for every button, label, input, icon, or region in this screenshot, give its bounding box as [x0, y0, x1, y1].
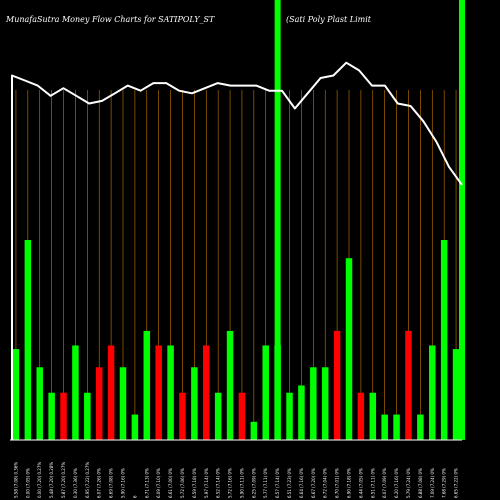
highlight-column	[459, 0, 465, 440]
volume-bar	[262, 345, 269, 440]
x-tick-label: 6.70 (7.01) 0%	[335, 468, 340, 498]
volume-bar	[440, 240, 448, 440]
volume-bar	[179, 392, 186, 440]
x-tick-labels: 5.58 (7.08) 0.36% 0.00 (7.05) 0% 0.00 (7.2…	[13, 462, 458, 498]
x-tick-label: 6.67 (7.20) 0%	[311, 468, 316, 498]
x-tick-label: 5.90 (7.16) 0%	[121, 468, 126, 498]
volume-bar	[191, 367, 198, 440]
x-tick-label: 6.72 (7.04) 0%	[323, 468, 328, 498]
x-tick-label: 6.57 (7.14) 0%	[275, 468, 280, 498]
x-tick-label: 6.07 (7.26) 0%	[97, 468, 102, 498]
volume-bar	[60, 392, 67, 440]
x-tick-label: 5.97 (7.14) 0%	[204, 468, 209, 498]
x-tick-label: 6	[132, 495, 137, 498]
volume-bar	[286, 392, 293, 440]
x-tick-label: 0.30 (7.36) 0%	[73, 468, 78, 498]
volume-bar	[131, 414, 139, 440]
volume-bar	[369, 392, 377, 440]
highlight-column	[274, 0, 281, 440]
volume-bar	[48, 392, 55, 440]
x-tick-label: 5.72 (7.16) 0%	[228, 468, 233, 498]
volume-bar	[333, 330, 341, 440]
volume-bar	[429, 345, 436, 440]
volume-bar	[321, 367, 329, 440]
volume-bar	[274, 345, 281, 440]
volume-bar	[107, 345, 115, 440]
volume-bar	[298, 385, 305, 440]
x-tick-label: 6.52 (7.14) 0%	[216, 468, 221, 498]
x-tick-label: 6.64 (7.16) 0%	[299, 468, 304, 498]
volume-bar	[119, 367, 127, 440]
x-tick-label: 6.44 (7.05) 0%	[358, 468, 363, 498]
x-tick-label: 5.79 (7.24) 0%	[406, 468, 411, 498]
x-tick-label: 6.88 (7.08) 0%	[418, 468, 423, 498]
volume-bar	[24, 240, 32, 440]
x-tick-label: 7.68 (7.29) 0%	[442, 468, 447, 498]
volume-bar	[250, 421, 258, 440]
x-tick-label: 6.95 (7.22) 0.27%	[85, 462, 90, 498]
x-tick-label: 5.87 (7.20) 0.27%	[61, 462, 66, 498]
volume-bar	[143, 330, 151, 440]
volume-bar	[214, 392, 222, 440]
volume-bar	[345, 258, 353, 440]
volume-bar	[36, 367, 43, 440]
volume-bar	[95, 367, 103, 440]
volume-bar	[167, 345, 174, 440]
x-tick-label: 6.59 (7.18) 0%	[192, 468, 197, 498]
highlight-columns	[274, 0, 465, 440]
volume-bar	[405, 330, 412, 440]
volume-bar	[84, 392, 91, 440]
x-tick-label: 6.65 (7.22) 0%	[454, 468, 459, 498]
volume-bar	[12, 349, 20, 440]
x-tick-label: 6.20 (7.16) 0%	[394, 468, 399, 498]
volume-bar	[72, 345, 79, 440]
volume-bar	[155, 345, 162, 440]
x-tick-label: 6.61 (7.00) 0%	[168, 468, 173, 498]
volume-bar	[381, 414, 388, 440]
chart-subtitle: (Sati Poly Plast Limit	[286, 15, 372, 24]
x-tick-label: 6.09 (7.10) 0%	[156, 468, 161, 498]
x-tick-label: 6.71 (7.13) 0%	[144, 468, 149, 498]
volume-bar	[310, 367, 317, 440]
x-tick-label: 6.51 (7.23) 0%	[287, 468, 292, 498]
x-tick-label: 6.07 (7.09) 0%	[382, 468, 387, 498]
volume-bar	[226, 330, 234, 440]
x-tick-label: 0.00 (7.20) 0.27%	[37, 462, 42, 498]
x-tick-label: 5.72 (7.06) 0%	[180, 468, 185, 498]
price-line	[11, 61, 463, 440]
volume-bar	[203, 345, 210, 440]
volume-bar	[452, 349, 460, 440]
x-tick-label: 6.51 (7.11) 0%	[370, 468, 375, 498]
x-tick-label: 5.90 (7.11) 0%	[239, 468, 244, 498]
x-tick-label: 5.58 (7.08) 0.36%	[13, 462, 18, 498]
chart-title: MunafaSutra Money Flow Charts for SATIPO…	[5, 15, 215, 24]
x-tick-label: 7.09 (7.24) 0%	[430, 468, 435, 498]
x-tick-label: 6.69 (7.08) 0%	[109, 468, 114, 498]
x-tick-label: 5.77 (7.11) 0%	[263, 468, 268, 498]
x-tick-label: 5.48 (7.20) 0.28%	[49, 462, 54, 498]
x-tick-label: 6.90 (7.18) 0%	[347, 468, 352, 498]
volume-bar	[357, 392, 365, 440]
x-tick-label: 6.25 (7.09) 0%	[251, 468, 256, 498]
price-polyline	[11, 61, 463, 440]
volume-bar	[393, 414, 400, 440]
volume-bar	[417, 414, 424, 440]
volume-bars	[12, 240, 460, 440]
volume-bar	[238, 392, 246, 440]
x-tick-label: 0.00 (7.05) 0%	[25, 468, 30, 498]
